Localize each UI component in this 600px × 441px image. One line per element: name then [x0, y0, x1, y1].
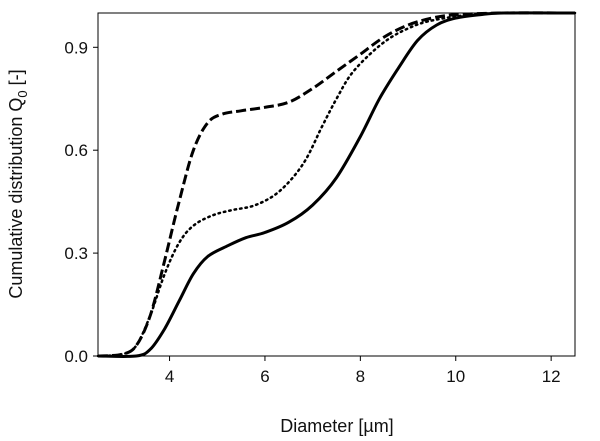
series-line-dashed: [97, 11, 576, 358]
y-tick-label: 0.0: [64, 347, 88, 366]
y-axis-label-suffix: [-]: [6, 69, 26, 90]
y-tick-label: 0.9: [64, 38, 88, 57]
y-axis-label: Cumulative distribution Q0 [-]: [6, 69, 30, 298]
series-line-dotted: [96, 11, 577, 358]
x-tick-label: 8: [356, 367, 365, 386]
series-layer: [96, 11, 577, 358]
plot-frame: [97, 12, 576, 357]
y-axis-label-subscript: 0: [15, 90, 30, 97]
y-tick-label: 0.3: [64, 244, 88, 263]
series-line-solid: [97, 11, 576, 358]
y-axis-label-main: Cumulative distribution Q: [6, 98, 26, 299]
x-tick-label: 12: [542, 367, 561, 386]
y-axis: 0.0 0.3 0.6 0.9: [64, 38, 98, 366]
x-tick-label: 10: [446, 367, 465, 386]
x-axis: 4 6 8 10 12: [165, 356, 561, 386]
x-tick-label: 4: [165, 367, 174, 386]
x-tick-label: 6: [260, 367, 269, 386]
y-tick-label: 0.6: [64, 141, 88, 160]
x-axis-label: Diameter [µm]: [280, 416, 393, 436]
